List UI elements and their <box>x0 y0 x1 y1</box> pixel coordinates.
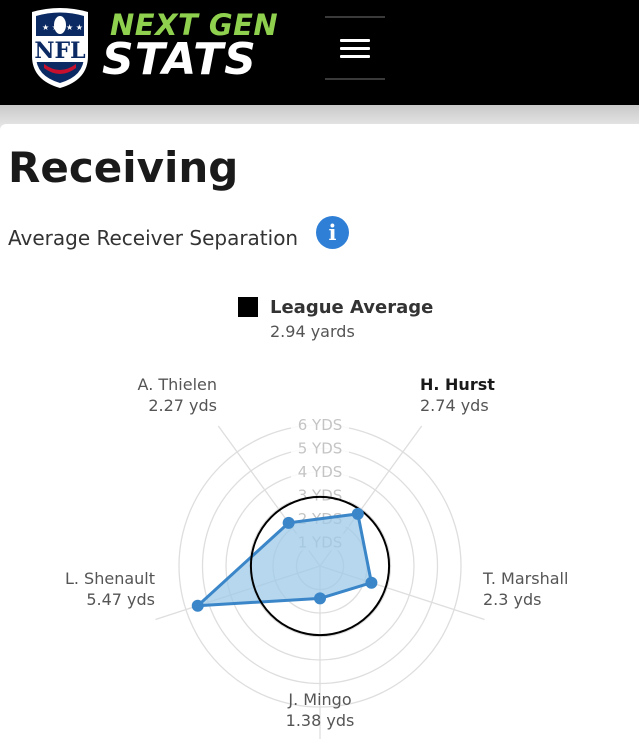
brand-title-top: NEXT GEN <box>110 8 279 42</box>
logo-text: NFL <box>34 38 85 64</box>
player-name-label: J. Mingo <box>287 690 351 709</box>
player-name-label: H. Hurst <box>420 375 495 394</box>
legend-value: 2.94 yards <box>270 322 355 341</box>
player-value-label: 1.38 yds <box>286 711 355 730</box>
legend-swatch <box>238 297 258 317</box>
ring-label: 3 YDS <box>298 487 343 505</box>
data-point <box>365 576 378 589</box>
ring-label: 4 YDS <box>298 463 343 481</box>
series-area <box>196 512 373 608</box>
menu-line <box>340 46 370 50</box>
hamburger-menu-button[interactable] <box>325 16 385 80</box>
league-average-ring <box>249 495 391 637</box>
player-value-label: 2.74 yds <box>420 396 489 415</box>
brand-title-bottom: STATS <box>102 34 257 85</box>
data-point <box>314 592 326 605</box>
player-name-label: T. Marshall <box>482 569 568 588</box>
player-name-label: A. Thielen <box>138 375 217 394</box>
data-point <box>282 516 295 529</box>
chart-subtitle: Average Receiver Separation <box>8 226 299 250</box>
top-nav-bar: NFL ★ ★ ★ ★ NEXT GEN STATS <box>0 0 639 105</box>
player-value-label: 5.47 yds <box>86 590 155 609</box>
ring-label-bg <box>291 416 349 433</box>
ring-label: 5 YDS <box>298 440 343 458</box>
data-point <box>351 507 364 520</box>
menu-line <box>340 54 370 58</box>
ring-label-bg <box>291 463 349 480</box>
data-point <box>191 599 204 612</box>
svg-text:★ ★: ★ ★ <box>42 23 59 32</box>
legend-label: League Average <box>270 297 433 318</box>
menu-line <box>340 38 370 42</box>
nfl-shield-logo[interactable]: NFL ★ ★ ★ ★ <box>28 6 92 90</box>
player-value-label: 2.27 yds <box>148 396 217 415</box>
player-value-label: 2.3 yds <box>483 590 542 609</box>
page-title: Receiving <box>8 143 239 192</box>
ring-label-bg <box>291 439 349 457</box>
info-icon[interactable]: i <box>316 216 349 249</box>
player-name-label: L. Shenault <box>65 569 155 588</box>
ring-label: 6 YDS <box>298 416 343 434</box>
svg-text:★ ★: ★ ★ <box>66 23 83 32</box>
